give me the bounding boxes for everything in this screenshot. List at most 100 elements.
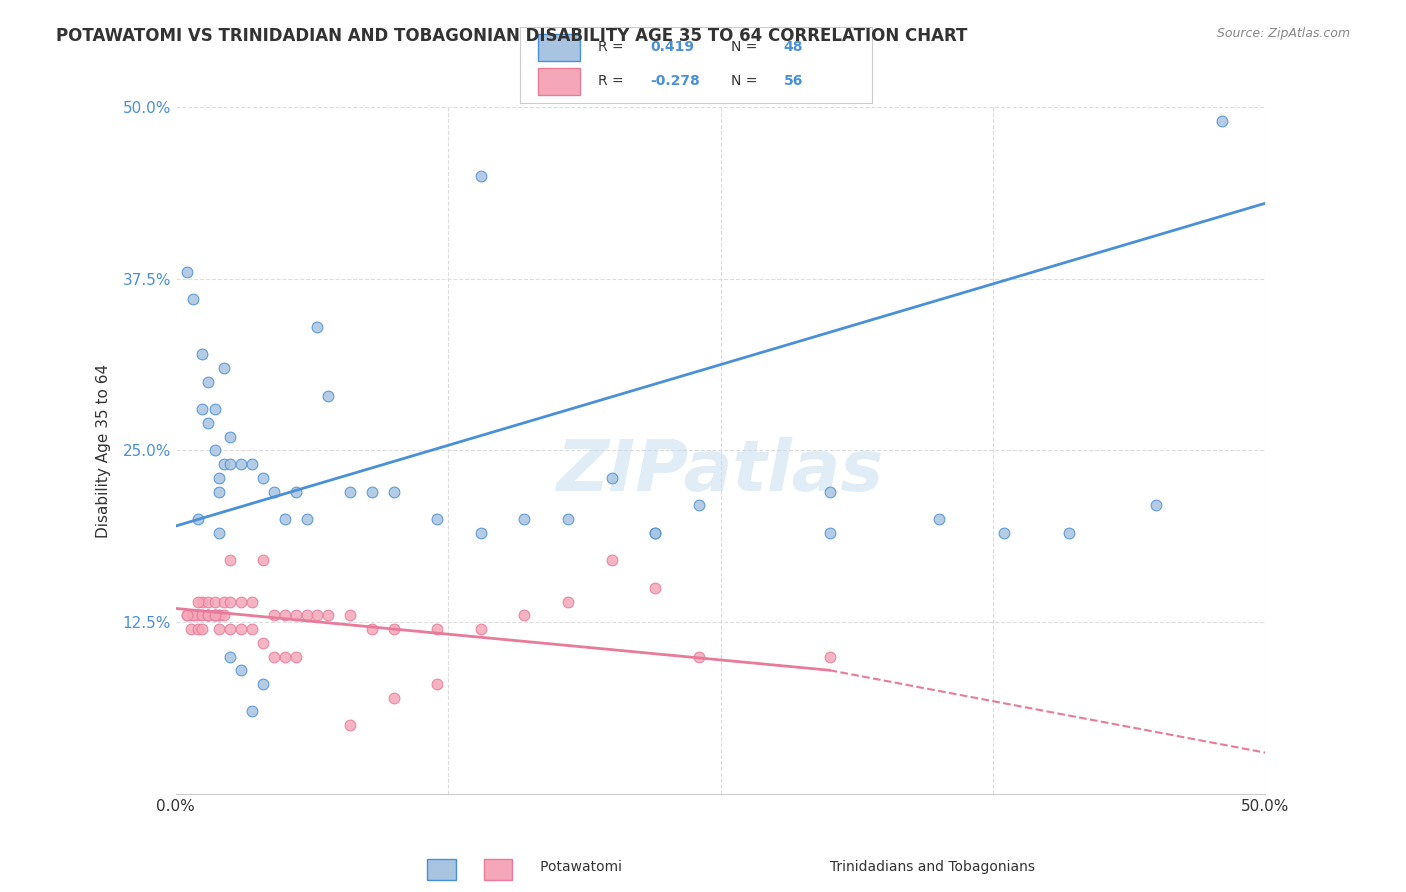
Point [252, 471, 274, 485]
Text: ZIPatlas: ZIPatlas [557, 436, 884, 506]
Point [284, 649, 307, 664]
Text: 0.419: 0.419 [651, 40, 695, 54]
FancyBboxPatch shape [427, 859, 456, 880]
Point [176, 265, 198, 279]
Text: POTAWATOMI VS TRINIDADIAN AND TOBAGONIAN DISABILITY AGE 35 TO 64 CORRELATION CHA: POTAWATOMI VS TRINIDADIAN AND TOBAGONIAN… [56, 27, 967, 45]
Point [191, 594, 214, 608]
Point [186, 622, 209, 636]
Point [600, 471, 623, 485]
Point [1057, 525, 1080, 540]
Point [181, 293, 204, 307]
Text: Trinidadians and Tobagonians: Trinidadians and Tobagonians [773, 860, 1035, 874]
Point [360, 622, 382, 636]
Point [212, 457, 235, 471]
Point [263, 484, 285, 499]
Point [197, 416, 219, 430]
Point [219, 649, 242, 664]
Point [318, 388, 340, 402]
Point [513, 512, 536, 526]
Point [284, 608, 307, 623]
Point [688, 499, 710, 513]
Point [176, 608, 198, 623]
FancyBboxPatch shape [538, 34, 581, 61]
Point [993, 525, 1015, 540]
Point [240, 622, 263, 636]
Point [186, 512, 209, 526]
Point [204, 443, 226, 458]
Point [644, 525, 666, 540]
Point [212, 361, 235, 376]
Point [928, 512, 950, 526]
Point [197, 608, 219, 623]
Point [219, 553, 242, 567]
Point [208, 484, 231, 499]
Point [382, 484, 405, 499]
Point [263, 608, 285, 623]
Point [470, 169, 492, 183]
Point [212, 608, 235, 623]
Point [208, 622, 231, 636]
Point [263, 649, 285, 664]
Point [204, 608, 226, 623]
Point [339, 718, 361, 732]
Point [426, 512, 449, 526]
FancyBboxPatch shape [538, 69, 581, 95]
Point [274, 649, 297, 664]
Point [295, 608, 318, 623]
Point [191, 622, 214, 636]
Point [426, 622, 449, 636]
Y-axis label: Disability Age 35 to 64: Disability Age 35 to 64 [96, 363, 111, 538]
Point [231, 622, 253, 636]
Point [231, 594, 253, 608]
Point [240, 705, 263, 719]
Point [197, 594, 219, 608]
Point [240, 457, 263, 471]
Point [219, 594, 242, 608]
Point [252, 636, 274, 650]
Point [219, 430, 242, 444]
Point [208, 471, 231, 485]
Text: -0.278: -0.278 [651, 74, 700, 88]
Point [426, 677, 449, 691]
Point [181, 608, 204, 623]
Point [197, 608, 219, 623]
Point [204, 608, 226, 623]
Point [240, 594, 263, 608]
Point [186, 608, 209, 623]
Point [318, 608, 340, 623]
Point [252, 553, 274, 567]
Point [470, 525, 492, 540]
Point [180, 622, 202, 636]
Point [274, 512, 297, 526]
Point [219, 622, 242, 636]
Point [176, 608, 198, 623]
Text: N =: N = [731, 40, 762, 54]
Text: 56: 56 [785, 74, 803, 88]
Point [339, 484, 361, 499]
Point [219, 457, 242, 471]
Point [284, 484, 307, 499]
Point [208, 608, 231, 623]
Point [274, 608, 297, 623]
Point [231, 663, 253, 677]
Point [191, 608, 214, 623]
Point [208, 608, 231, 623]
Text: R =: R = [598, 74, 627, 88]
Point [644, 525, 666, 540]
Point [212, 594, 235, 608]
Point [818, 484, 841, 499]
Point [360, 484, 382, 499]
Point [818, 649, 841, 664]
Point [339, 608, 361, 623]
Point [600, 553, 623, 567]
Point [307, 608, 329, 623]
Point [186, 594, 209, 608]
Point [1211, 113, 1233, 128]
Point [252, 677, 274, 691]
Point [557, 512, 579, 526]
Point [197, 375, 219, 389]
Point [197, 608, 219, 623]
Point [818, 525, 841, 540]
Point [204, 594, 226, 608]
Point [208, 525, 231, 540]
